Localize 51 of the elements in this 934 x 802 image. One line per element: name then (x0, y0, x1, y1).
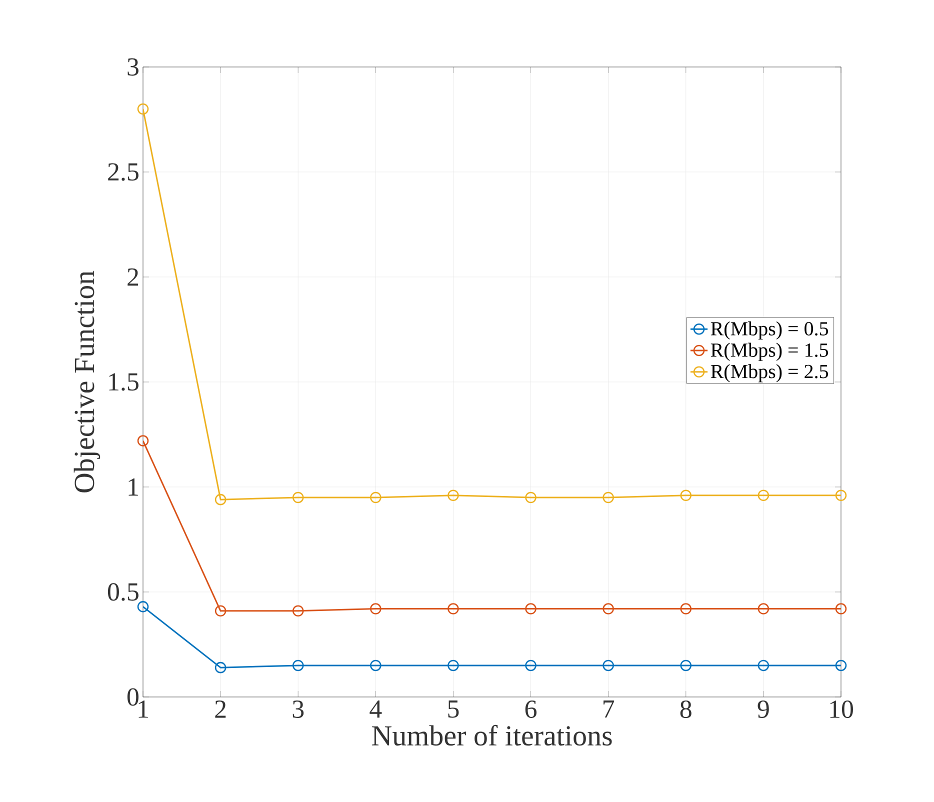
point (680, 490, 692, 502)
point (758, 490, 770, 502)
point (448, 490, 459, 502)
point (137, 601, 149, 612)
x-tick-label: 6 (525, 700, 537, 718)
point (214, 494, 226, 506)
x-tick-label: 2 (215, 700, 226, 718)
y-tick-label: 3 (128, 58, 138, 76)
point (214, 605, 226, 617)
legend-label: R(Mbps) = 0.5 (710, 321, 828, 340)
point (525, 492, 536, 504)
point (758, 660, 770, 672)
x-tick-label: 3 (292, 700, 304, 718)
point (292, 492, 304, 504)
y-tick-label: 1 (128, 478, 138, 496)
point (137, 103, 149, 115)
legend-label: R(Mbps) = 1.5 (710, 342, 828, 361)
point (680, 660, 692, 672)
point (525, 660, 536, 672)
point (602, 660, 614, 672)
legend-label: R(Mbps) = 2.5 (710, 364, 828, 382)
point (292, 605, 304, 617)
point (835, 603, 847, 614)
point (602, 492, 614, 504)
point (602, 603, 614, 614)
point (214, 662, 226, 674)
x-tick-label: 8 (680, 700, 692, 718)
y-tick-label: 2 (128, 268, 138, 286)
y-tick-label: 0 (127, 688, 138, 706)
point (448, 660, 459, 672)
point (835, 660, 847, 672)
y-axis-title: Objective Function (74, 270, 100, 492)
point (835, 490, 847, 502)
point (137, 435, 149, 446)
x-tick-label: 10 (830, 700, 854, 718)
x-axis-title: Number of iterations (372, 724, 612, 746)
point (370, 492, 382, 504)
point (758, 603, 770, 614)
point (525, 603, 536, 614)
point (292, 660, 304, 672)
y-tick-label: 2.5 (108, 163, 138, 181)
point (370, 660, 382, 672)
y-tick-label: 0.5 (108, 583, 138, 601)
y-tick-label: 1.5 (109, 373, 138, 391)
x-tick-label: 5 (448, 700, 459, 718)
x-tick-label: 9 (758, 700, 769, 718)
point (680, 603, 692, 614)
x-tick-label: 4 (370, 700, 382, 718)
point (448, 603, 459, 614)
x-tick-label: 7 (604, 700, 614, 718)
point (370, 603, 382, 614)
